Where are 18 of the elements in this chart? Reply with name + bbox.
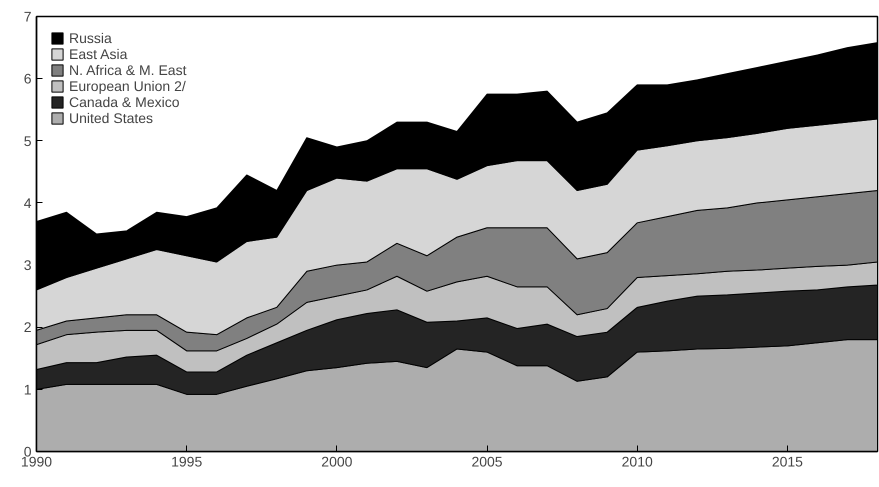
y-tick-label: 1 bbox=[24, 381, 32, 398]
y-tick-label: 2 bbox=[24, 319, 32, 336]
x-tick-label: 2000 bbox=[321, 454, 353, 470]
x-tick-label: 2010 bbox=[622, 454, 653, 470]
legend-label: Canada & Mexico bbox=[69, 94, 180, 110]
y-tick-label: 7 bbox=[24, 8, 32, 24]
legend-label: European Union 2/ bbox=[69, 78, 186, 94]
x-tick-label: 2005 bbox=[471, 454, 503, 470]
legend-label: East Asia bbox=[69, 46, 128, 62]
legend-label: Russia bbox=[69, 30, 112, 46]
y-tick-label: 3 bbox=[24, 257, 32, 274]
y-tick-label: 6 bbox=[24, 70, 32, 87]
legend-label: N. Africa & M. East bbox=[69, 62, 186, 78]
legend-label: United States bbox=[69, 110, 154, 126]
x-tick-label: 1995 bbox=[171, 454, 202, 470]
y-tick-label: 4 bbox=[24, 194, 32, 211]
y-tick-label: 5 bbox=[24, 132, 32, 149]
x-tick-label: 2015 bbox=[772, 454, 804, 470]
